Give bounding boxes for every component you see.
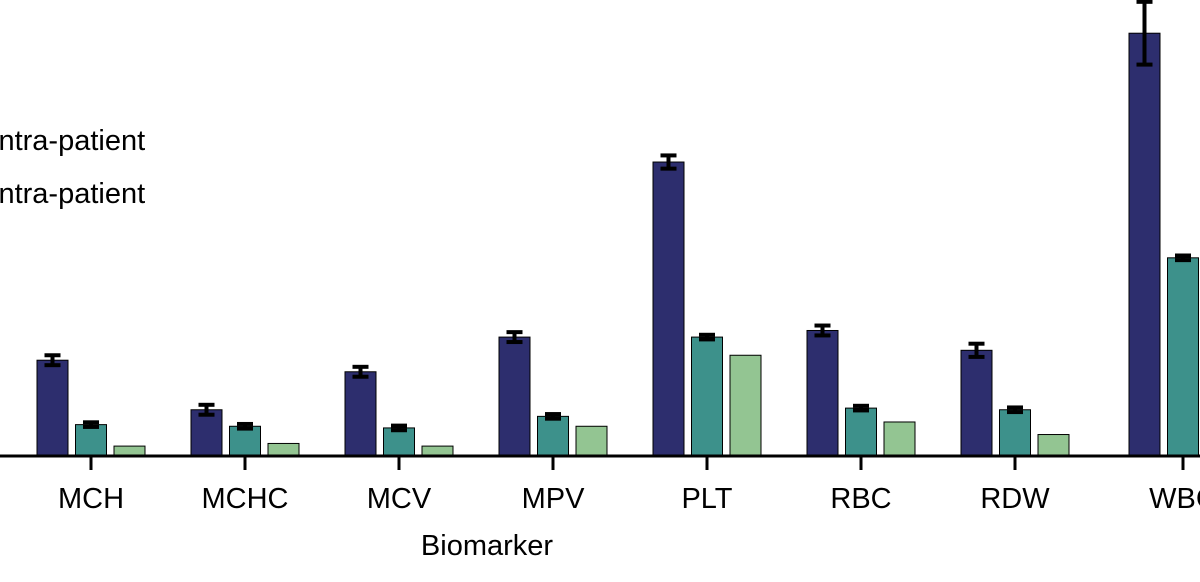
legend: intra-patient intra-patient xyxy=(0,125,145,210)
bar-mch-series-1 xyxy=(36,359,69,457)
error-bar-rdw-series-2 xyxy=(1007,405,1023,415)
error-bar-plt-series-2 xyxy=(699,332,715,342)
x-tick-label-mchc: MCHC xyxy=(202,483,289,515)
bar-rdw-series-2 xyxy=(999,409,1031,457)
x-axis-title: Biomarker xyxy=(421,530,553,562)
error-bar-mpv-series-1 xyxy=(506,330,523,345)
bar-mpv-series-2 xyxy=(537,415,569,457)
bar-mchc-series-3 xyxy=(267,442,300,457)
error-bar-wbc-series-1 xyxy=(1136,0,1153,67)
x-ticks-group xyxy=(89,456,1185,470)
error-bar-wbc-series-2 xyxy=(1175,253,1191,263)
x-tick-label-rdw: RDW xyxy=(980,483,1050,515)
x-tick-label-rbc: RBC xyxy=(830,483,891,515)
bar-mpv-series-3 xyxy=(575,425,608,457)
error-bar-rdw-series-1 xyxy=(968,341,985,359)
x-tick-label-plt: PLT xyxy=(681,483,732,515)
legend-label-1: intra-patient xyxy=(0,125,145,157)
x-tick-label-mpv: MPV xyxy=(522,483,586,515)
bar-mpv-series-1 xyxy=(498,336,531,457)
error-bar-mcv-series-2 xyxy=(391,423,407,433)
error-bar-rbc-series-2 xyxy=(853,403,869,413)
bar-mchc-series-2 xyxy=(229,425,261,457)
bar-rbc-series-3 xyxy=(883,421,916,457)
error-bar-mpv-series-2 xyxy=(545,412,561,421)
error-bar-mcv-series-1 xyxy=(352,364,369,379)
error-bar-mchc-series-2 xyxy=(237,421,253,431)
bar-mcv-series-1 xyxy=(344,371,377,457)
bar-plt-series-3 xyxy=(729,354,762,457)
error-bar-mch-series-1 xyxy=(44,353,61,368)
legend-label-2: intra-patient xyxy=(0,178,145,210)
bars-group xyxy=(36,32,1199,457)
error-bar-mchc-series-1 xyxy=(198,402,215,417)
bar-rdw-series-3 xyxy=(1037,434,1070,457)
bar-rdw-series-1 xyxy=(960,349,993,457)
x-tick-labels-group: MCH MCHC MCV MPV PLT RBC RDW WBC xyxy=(58,483,1200,515)
x-tick-label-wbc: WBC xyxy=(1149,483,1200,515)
x-tick-label-mch: MCH xyxy=(58,483,124,515)
bar-rbc-series-1 xyxy=(806,329,839,457)
error-bars-group xyxy=(44,0,1191,433)
bar-mch-series-2 xyxy=(75,424,107,457)
bar-rbc-series-2 xyxy=(845,407,877,457)
error-bar-plt-series-1 xyxy=(660,153,677,171)
bar-plt-series-2 xyxy=(691,336,723,457)
x-tick-label-mcv: MCV xyxy=(367,483,432,515)
error-bar-rbc-series-1 xyxy=(814,323,831,338)
bar-plt-series-1 xyxy=(652,161,685,457)
bar-wbc-series-1 xyxy=(1128,32,1161,457)
bar-wbc-series-2 xyxy=(1167,257,1199,457)
error-bar-mch-series-2 xyxy=(83,420,99,429)
